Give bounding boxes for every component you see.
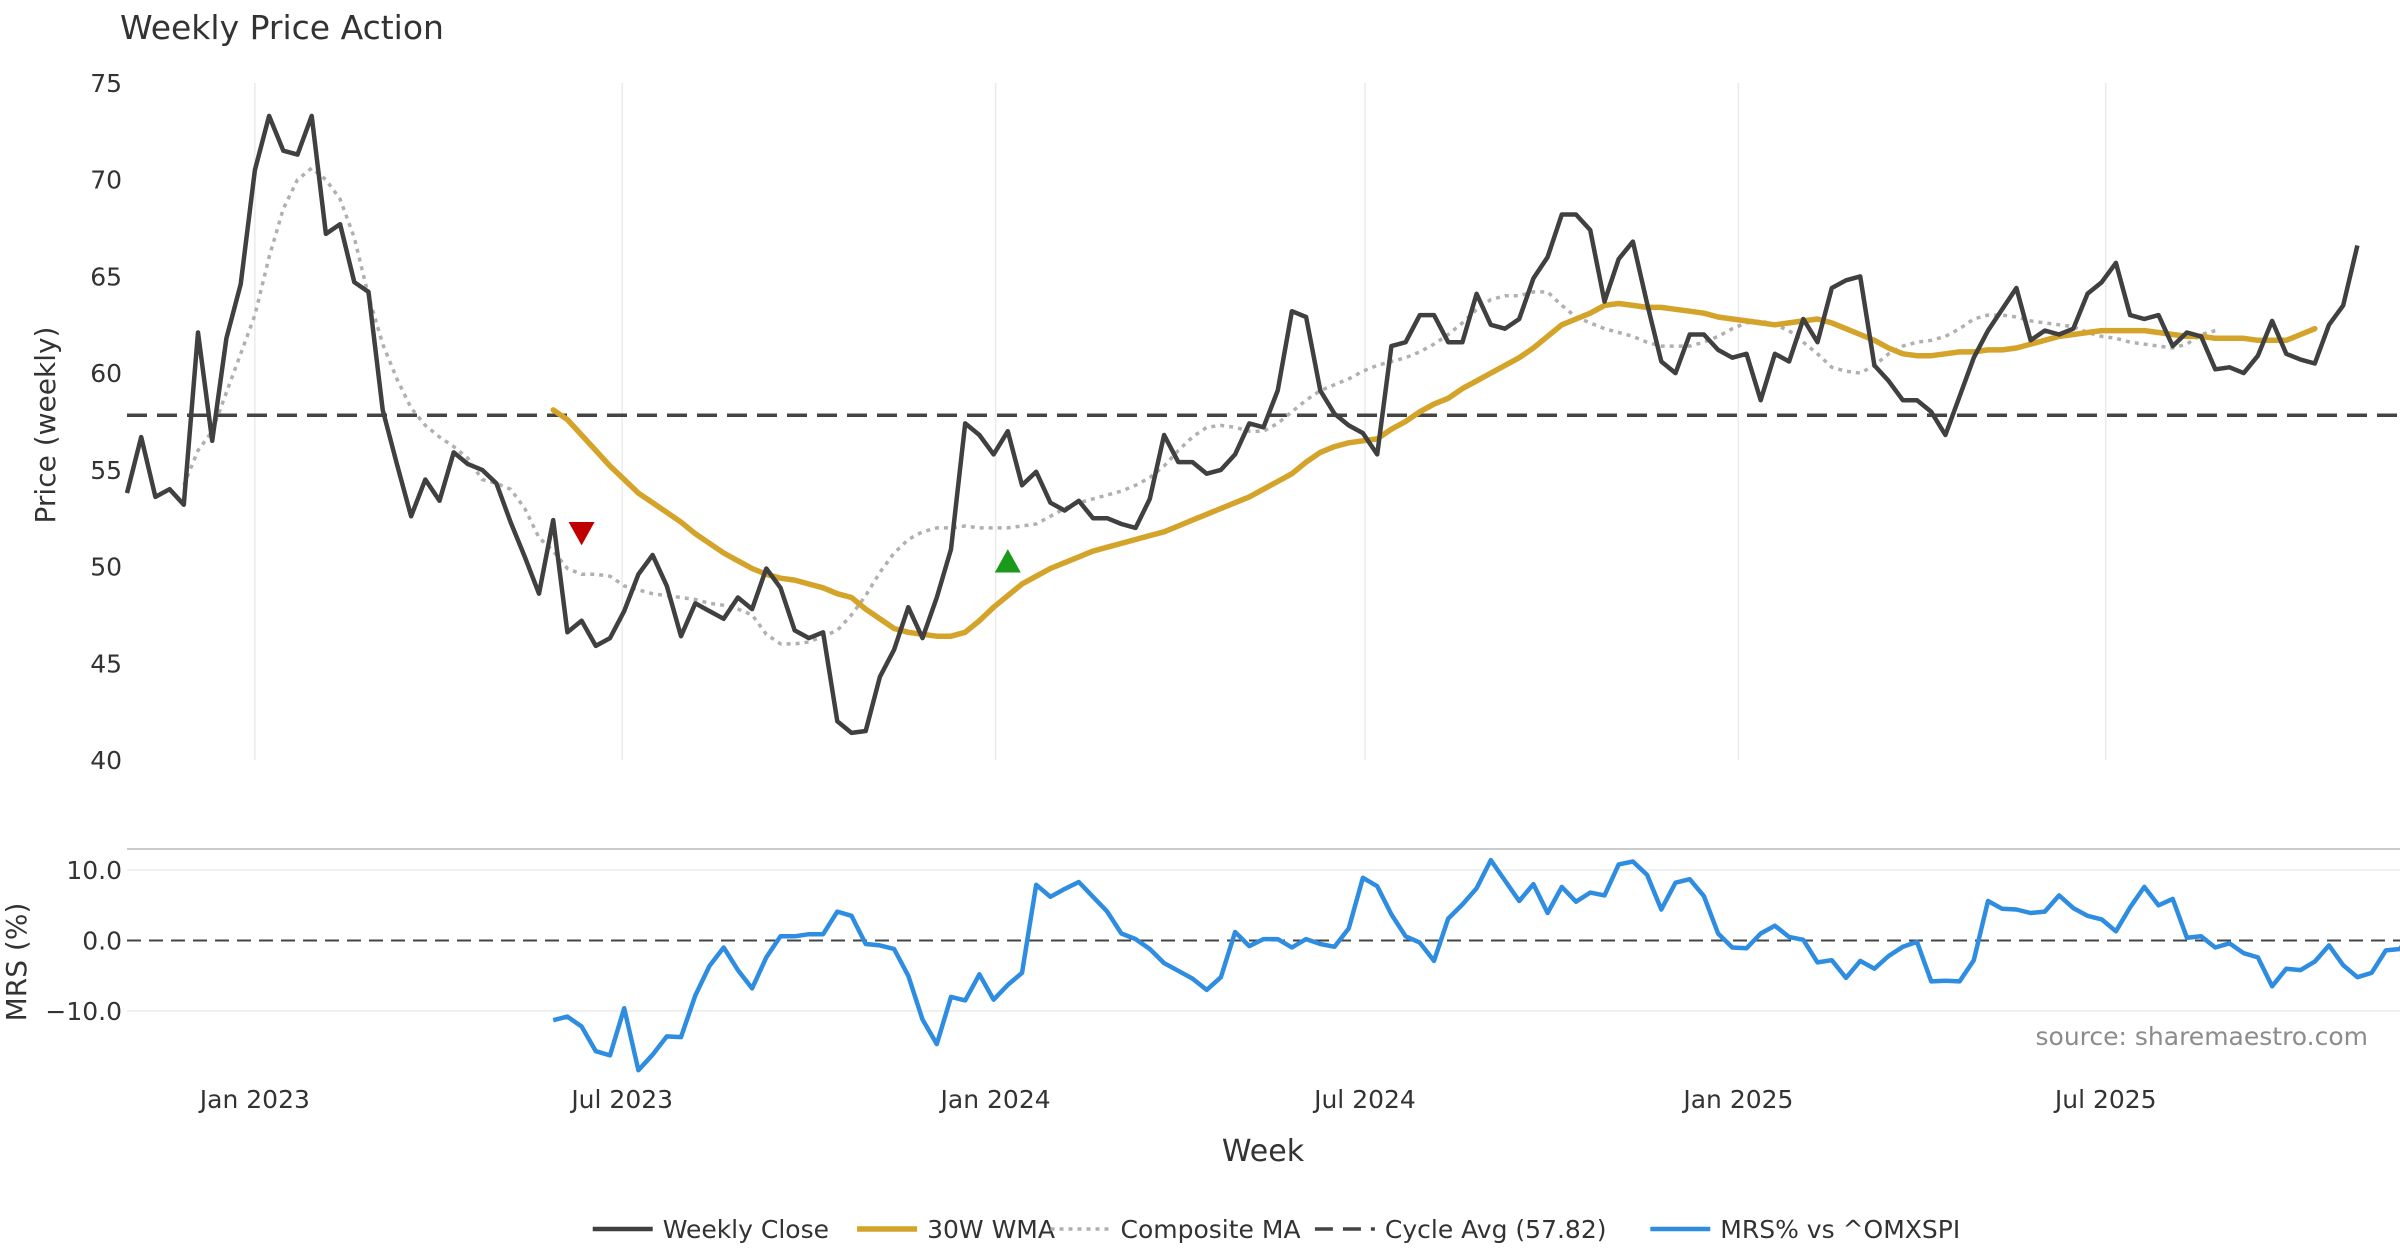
source-annotation: source: sharemaestro.com (2036, 1022, 2369, 1051)
price-y-tick-label: 50 (90, 553, 122, 582)
mrs-y-tick-label: 0.0 (82, 927, 122, 956)
x-axis-ticks: Jan 2023 Jul 2023 Jan 2024 Jul 2024 Jan 2025… (198, 1085, 2157, 1114)
mrs-y-tick-label: 10.0 (66, 856, 122, 885)
sell-signal-marker (568, 522, 595, 546)
price-y-tick-label: 60 (90, 359, 122, 388)
mrs-y-tick-label: −10.0 (45, 997, 122, 1026)
price-y-tick-label: 75 (90, 69, 122, 98)
legend-label: 30W WMA (927, 1215, 1055, 1244)
price-y-tick-label: 40 (90, 746, 122, 775)
chart-legend: Weekly Close 30W WMA Composite MA Cycle Avg… (592, 1215, 1960, 1244)
x-tick-label: Jul 2024 (1312, 1085, 1416, 1114)
legend-label: MRS% vs ^OMXSPI (1720, 1215, 1960, 1244)
legend-label: Weekly Close (663, 1215, 829, 1244)
buy-signal-marker (994, 549, 1021, 573)
weekly-close-line (124, 113, 2360, 736)
x-tick-label: Jan 2023 (198, 1085, 310, 1114)
price-panel-grid (254, 83, 2107, 760)
x-tick-label: Jul 2025 (2053, 1085, 2157, 1114)
price-y-tick-label: 65 (90, 262, 122, 291)
legend-label: Composite MA (1121, 1215, 1301, 1244)
mrs-y-axis-label: MRS (%) (0, 903, 33, 1022)
mrs-panel-grid (127, 869, 2400, 1012)
price-y-axis-label: Price (weekly) (29, 327, 62, 524)
price-y-tick-label: 70 (90, 166, 122, 195)
x-axis-label: Week (1222, 1134, 1305, 1169)
wma-line (550, 300, 2318, 639)
series-layer (124, 113, 2400, 1073)
price-y-tick-label: 45 (90, 649, 122, 678)
x-tick-label: Jan 2025 (1681, 1085, 1793, 1114)
legend-label: Cycle Avg (57.82) (1385, 1215, 1607, 1244)
price-y-axis-ticks: 40 45 50 55 60 65 70 75 (90, 69, 122, 775)
mrs-y-axis-ticks: −10.0 0.0 10.0 (45, 856, 122, 1026)
mrs-line (552, 857, 2400, 1073)
price-y-tick-label: 55 (90, 456, 122, 485)
chart-title: Weekly Price Action (120, 8, 444, 47)
x-tick-label: Jan 2024 (939, 1085, 1051, 1114)
x-tick-label: Jul 2023 (569, 1085, 673, 1114)
